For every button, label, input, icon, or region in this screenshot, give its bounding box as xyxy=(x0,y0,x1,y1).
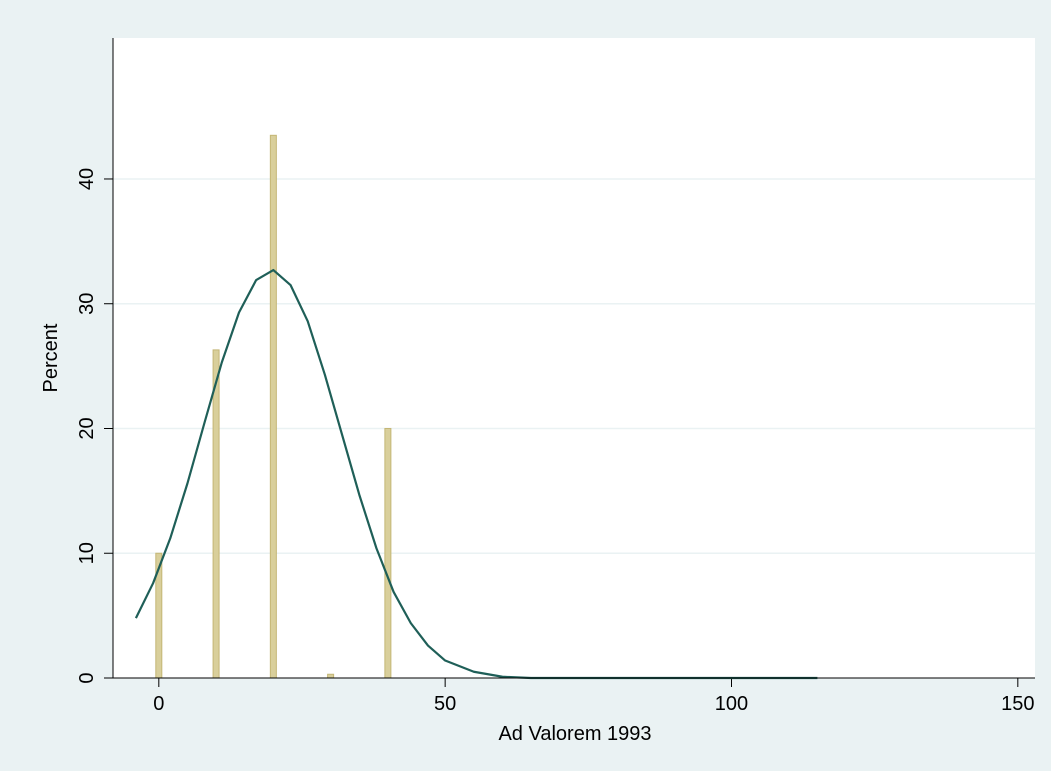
x-tick-label: 150 xyxy=(1001,693,1034,715)
x-tick-label: 0 xyxy=(153,693,164,715)
y-tick-label: 30 xyxy=(76,293,98,315)
bar xyxy=(384,427,392,679)
plot-area xyxy=(113,38,1035,678)
y-axis-label: Percent xyxy=(40,323,62,392)
y-tick-label: 0 xyxy=(76,672,98,683)
x-tick-label: 50 xyxy=(434,693,456,715)
y-tick-label: 40 xyxy=(76,168,98,190)
bar xyxy=(327,673,335,679)
y-tick-label: 20 xyxy=(76,417,98,439)
x-axis-label: Ad Valorem 1993 xyxy=(498,723,651,745)
bar xyxy=(212,349,220,679)
x-tick-label: 100 xyxy=(715,693,748,715)
y-tick-label: 10 xyxy=(76,542,98,564)
bar xyxy=(269,134,277,679)
